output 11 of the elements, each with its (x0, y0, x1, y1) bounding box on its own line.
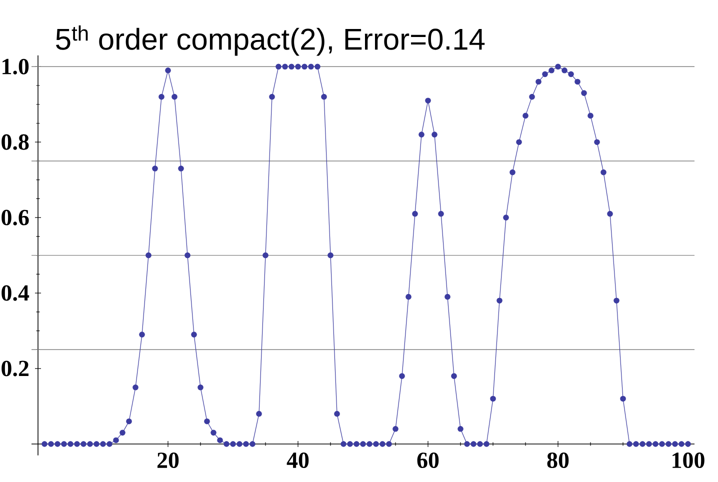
x-tick-label: 100 (672, 452, 704, 468)
y-tick-label: 0.8 (2, 134, 29, 150)
chart-title: 5$^{th}$ order compact(2), Error=0.14 (56, 25, 485, 56)
y-tick-label: 0.4 (2, 285, 30, 301)
y-tick-label: 0.2 (2, 360, 28, 376)
y-tick-label: 1.0 (2, 58, 29, 74)
x-tick-label: 60 (417, 452, 439, 468)
y-tick-label: 0.6 (2, 210, 29, 226)
x-tick-label: 20 (157, 452, 179, 468)
x-tick-label: 40 (286, 452, 309, 468)
x-tick-label: 80 (547, 452, 569, 468)
